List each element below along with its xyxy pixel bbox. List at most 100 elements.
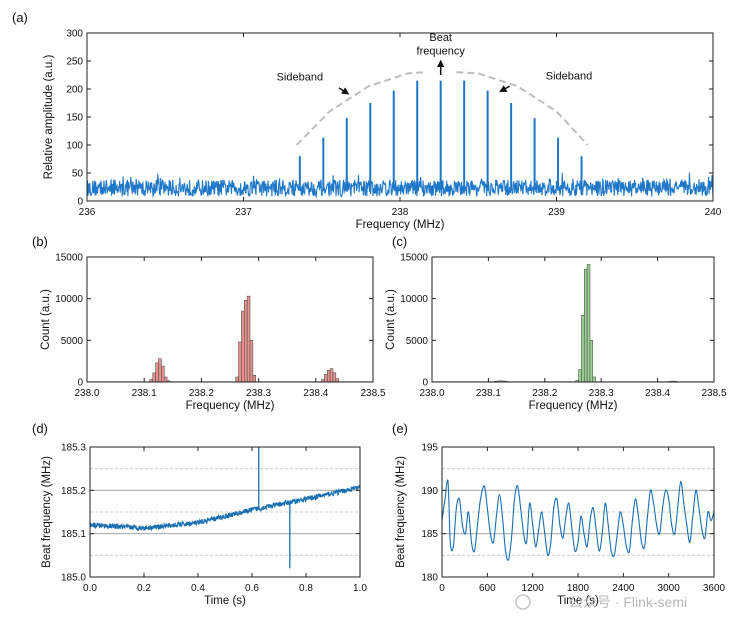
xtick-label-b: 238.0 (74, 388, 99, 399)
long-term-point-64 (634, 498, 637, 500)
long-term-point-56 (610, 550, 612, 552)
ytick-label-c: 10000 (400, 294, 428, 305)
long-term-point-33 (541, 511, 543, 513)
xlabel-b: Frequency (MHz) (186, 400, 275, 412)
ytick-label-c: 15000 (400, 253, 428, 264)
long-term-point-79 (680, 481, 682, 483)
axes-frame-c (431, 256, 715, 383)
ytick-label-b: 10000 (55, 294, 83, 305)
long-term-point-65 (637, 515, 640, 517)
long-term-point-59 (619, 511, 621, 513)
long-term-point-61 (625, 546, 627, 548)
ytick-label-d: 185.0 (61, 573, 86, 584)
long-term-point-60 (622, 524, 624, 526)
hist-bar-b-18 (332, 372, 337, 382)
xtick-label-b: 238.5 (360, 388, 385, 399)
hist-bar-b-17 (329, 368, 334, 382)
ylabel-a: Relative amplitude (a.u.) (43, 55, 55, 180)
hist-bar-c-11 (592, 376, 596, 382)
long-term-point-81 (686, 524, 688, 526)
ytick-label-e: 180 (421, 573, 438, 584)
ytick-label-b: 15000 (55, 253, 83, 264)
long-term-point-58 (616, 533, 618, 535)
long-term-point-11 (473, 550, 476, 552)
long-term-point-55 (607, 524, 609, 526)
plot-area-e (442, 468, 714, 561)
long-term-point-6 (458, 498, 460, 500)
xtick-label-d: 0.8 (299, 583, 313, 594)
long-term-point-62 (628, 550, 630, 552)
long-term-point-51 (595, 528, 597, 530)
xtick-label-e: 1800 (567, 583, 590, 594)
long-term-point-13 (479, 498, 482, 500)
long-term-point-18 (495, 515, 497, 517)
hist-bar-c-9 (586, 264, 591, 382)
long-term-point-54 (604, 502, 606, 504)
hist-bar-b-8 (238, 341, 242, 382)
panel-b: 238.0 238.1 238.2 238.3 238.4 238.5 0 5000 10000… (32, 234, 386, 412)
xtick-label-a: 237 (235, 207, 252, 218)
long-term-point-14 (483, 485, 485, 487)
hist-bar-b-1 (152, 372, 156, 382)
long-term-point-38 (556, 498, 558, 500)
annotation-sideband-right: Sideband (546, 70, 593, 82)
plot-area-a (87, 80, 713, 199)
annotation-beat-line1: Beat (429, 32, 452, 44)
ytick-label-a: 200 (66, 85, 83, 96)
long-term-point-43 (571, 528, 573, 530)
hist-bar-b-6 (166, 380, 171, 382)
ytick-label-a: 250 (66, 57, 83, 68)
long-term-point-7 (461, 524, 463, 526)
xtick-label-e: 2400 (612, 583, 635, 594)
hist-bar-b-16 (326, 370, 331, 382)
long-term-point-87 (704, 537, 706, 539)
xtick-label-b: 238.2 (189, 388, 214, 399)
long-term-point-36 (550, 541, 552, 543)
long-term-point-8 (464, 533, 467, 535)
panel-c: 238.0 238.1 238.2 238.3 238.4 238.5 0 5000 10000… (385, 234, 727, 412)
xtick-label-c: 238.5 (701, 388, 726, 399)
beat-trace-line (90, 484, 360, 532)
xtick-label-c: 238.1 (476, 388, 501, 399)
long-term-point-3 (449, 541, 451, 543)
xtick-label-b: 238.3 (246, 388, 271, 399)
annotation-sideband-left: Sideband (277, 72, 324, 84)
envelope-right-dashed (456, 71, 589, 146)
panel-label-a: (a) (12, 10, 28, 25)
long-term-point-2 (447, 481, 449, 483)
axes-frame-b (86, 256, 374, 383)
long-term-point-4 (452, 546, 454, 548)
long-term-point-63 (631, 520, 634, 522)
xtick-label-a: 238 (392, 207, 409, 218)
ytick-label-b: 0 (77, 378, 83, 389)
long-term-point-47 (583, 533, 585, 535)
panel-label-e: (e) (392, 421, 408, 436)
xtick-label-a: 239 (548, 207, 565, 218)
long-term-point-69 (649, 489, 652, 491)
long-term-point-1 (444, 498, 446, 500)
long-term-point-72 (659, 533, 661, 535)
ytick-label-a: 50 (72, 169, 84, 180)
panel-e: 0 600 1200 1800 2400 3000 3600 180 185 190 195 Time… (392, 421, 726, 607)
long-term-point-53 (601, 533, 603, 535)
long-term-point-28 (526, 541, 528, 543)
long-term-point-39 (559, 524, 561, 526)
ytick-label-e: 190 (421, 486, 438, 497)
long-term-point-41 (565, 515, 567, 517)
long-term-point-75 (668, 498, 670, 500)
hist-bar-b-5 (163, 376, 168, 382)
long-term-point-77 (674, 533, 676, 535)
hist-bar-c-8 (583, 269, 588, 382)
xtick-label-d: 0.6 (245, 583, 259, 594)
xtick-label-e: 0 (439, 583, 445, 594)
long-term-point-67 (643, 546, 646, 548)
arrow-sideband-left (338, 87, 350, 95)
hist-bar-b-2 (155, 362, 159, 382)
ylabel-e: Beat frequency (MHz) (395, 456, 407, 568)
hist-bar-c-7 (581, 315, 585, 382)
long-term-point-68 (646, 515, 649, 517)
plot-area-d (90, 447, 360, 569)
envelope-left-dashed (295, 71, 424, 146)
